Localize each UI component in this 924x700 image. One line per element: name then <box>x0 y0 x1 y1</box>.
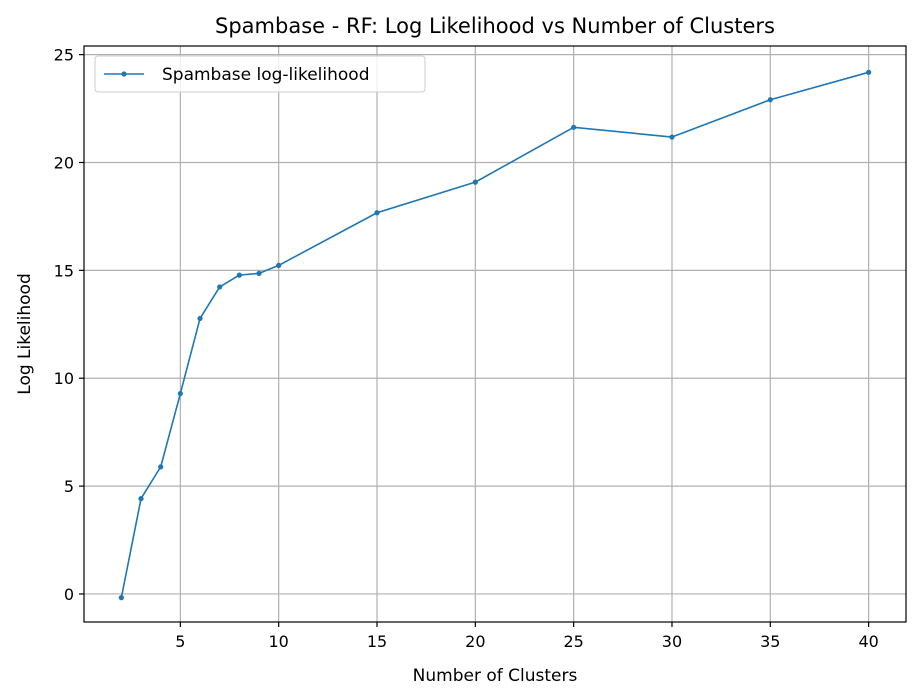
data-point <box>866 69 872 75</box>
x-tick-label: 30 <box>662 632 682 651</box>
y-tick-label: 15 <box>54 261 74 280</box>
x-tick-label: 10 <box>269 632 289 651</box>
x-tick-label: 5 <box>175 632 185 651</box>
series-line <box>120 71 869 598</box>
legend: Spambase log-likelihood <box>94 55 426 93</box>
x-tick-label: 15 <box>367 632 387 651</box>
y-axis-label: Log Likelihood <box>15 273 35 394</box>
series-layer <box>118 69 872 601</box>
data-point <box>767 97 773 103</box>
data-point <box>256 270 262 276</box>
y-tick-label: 25 <box>54 46 74 65</box>
y-tick-label: 5 <box>64 477 74 496</box>
grid-lines <box>84 46 906 622</box>
data-point <box>374 210 380 216</box>
legend-label: Spambase log-likelihood <box>162 65 370 85</box>
data-point <box>138 496 144 502</box>
data-point <box>197 315 203 322</box>
data-point <box>217 284 223 290</box>
data-point <box>177 390 183 397</box>
x-tick-label: 35 <box>760 632 780 651</box>
y-axis: 0 5 10 15 20 25 <box>54 46 84 604</box>
data-point <box>158 464 164 470</box>
data-point <box>276 262 282 268</box>
legend-box <box>94 55 426 93</box>
data-point <box>236 272 242 278</box>
y-tick-label: 20 <box>54 153 74 172</box>
y-tick-label: 0 <box>64 585 74 604</box>
legend-marker-swatch <box>121 71 127 77</box>
data-point <box>472 179 478 185</box>
data-point <box>571 124 577 130</box>
chart-title: Spambase - RF: Log Likelihood vs Number … <box>215 14 775 38</box>
x-tick-label: 20 <box>465 632 485 651</box>
x-axis-label: Number of Clusters <box>413 666 578 686</box>
x-tick-label: 40 <box>858 632 878 651</box>
plot-area <box>83 45 907 623</box>
y-tick-label: 10 <box>54 369 74 388</box>
x-axis: 5 10 15 20 25 30 35 40 <box>175 622 879 651</box>
x-tick-label: 25 <box>563 632 583 651</box>
data-point <box>118 595 124 601</box>
data-point <box>669 134 675 140</box>
